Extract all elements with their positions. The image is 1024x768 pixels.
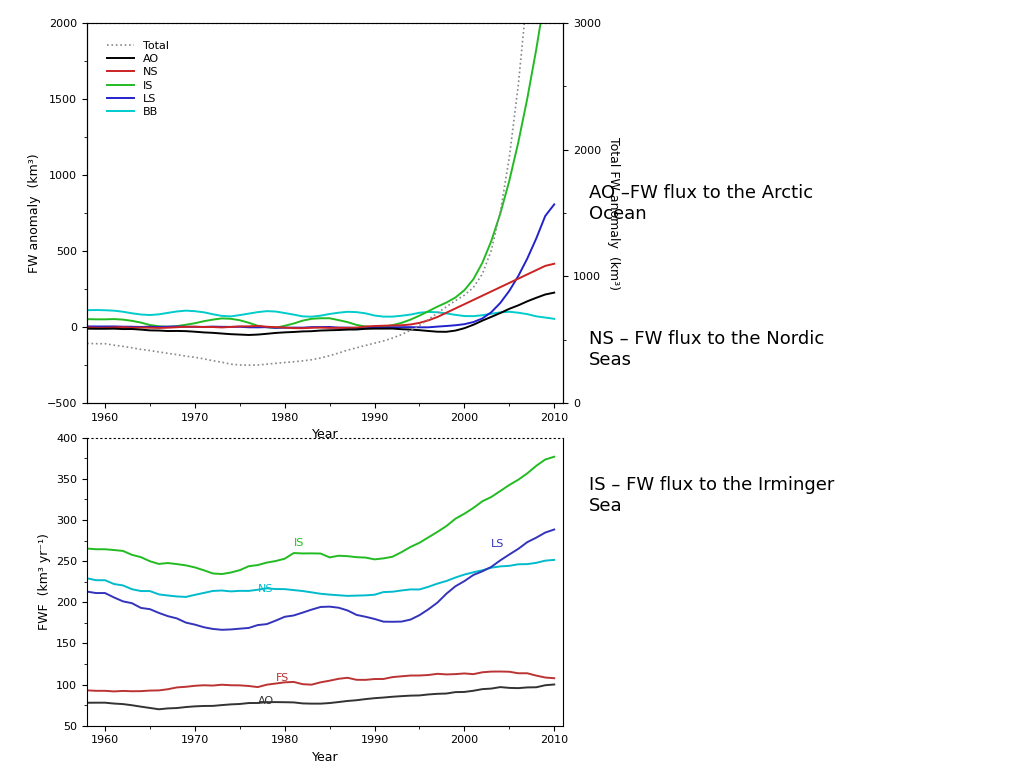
X-axis label: Year: Year [311, 429, 339, 442]
Text: AO –FW flux to the Arctic
Ocean: AO –FW flux to the Arctic Ocean [589, 184, 813, 223]
Y-axis label: FW anomaly  (km³): FW anomaly (km³) [29, 154, 41, 273]
Text: NS: NS [258, 584, 273, 594]
Y-axis label: Total FW anomaly  (km³): Total FW anomaly (km³) [607, 137, 621, 290]
X-axis label: Year: Year [311, 751, 339, 764]
Text: NS – FW flux to the Nordic
Seas: NS – FW flux to the Nordic Seas [589, 330, 824, 369]
Text: IS: IS [294, 538, 304, 548]
Legend: Total, AO, NS, IS, LS, BB: Total, AO, NS, IS, LS, BB [102, 36, 174, 122]
Text: IS – FW flux to the Irminger
Sea: IS – FW flux to the Irminger Sea [589, 476, 835, 515]
Text: LS: LS [492, 539, 505, 549]
Text: FS: FS [275, 674, 289, 684]
Text: AO: AO [258, 697, 273, 707]
Y-axis label: FWF  (km³ yr⁻¹): FWF (km³ yr⁻¹) [38, 533, 50, 631]
